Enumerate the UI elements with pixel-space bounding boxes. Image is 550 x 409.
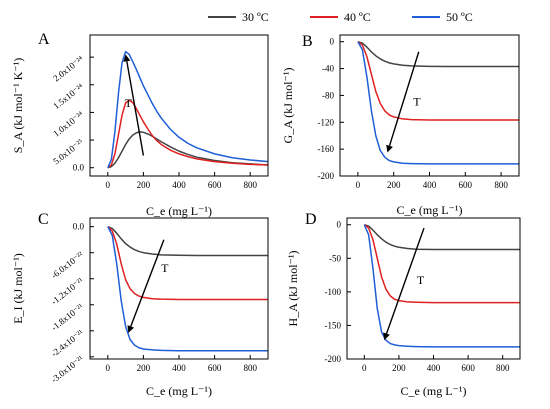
panel-a: A0 200 400 600 8000.05.0x10⁻²⁵1.0x10⁻²⁴1.5x1…	[11, 31, 269, 218]
x-tick-label: 400	[427, 363, 441, 373]
y-tick-label: 1.0x10⁻²⁴	[51, 109, 85, 139]
series-line-30c	[364, 223, 520, 251]
panel-letter: A	[38, 31, 50, 48]
x-tick-label: 400	[423, 180, 437, 190]
y-axis-label: G_A (kJ mol⁻¹)	[281, 68, 295, 144]
y-tick-label: -100	[325, 287, 342, 297]
panel-letter: D	[305, 211, 317, 228]
temperature-arrow	[385, 227, 425, 334]
series-line-50c	[363, 224, 520, 348]
x-axis-label: C_e (mg L⁻¹)	[397, 203, 463, 217]
temperature-arrow-head	[383, 332, 390, 341]
series-line-40c	[107, 226, 268, 301]
x-tick-label: 800	[496, 363, 510, 373]
temperature-label: T	[413, 95, 421, 109]
series-group	[357, 40, 519, 165]
temperature-arrow	[130, 239, 165, 327]
legend-entry: 50 ºC	[412, 10, 473, 24]
legend-entry: 40 ºC	[310, 10, 371, 24]
x-tick-label: 0	[106, 180, 111, 190]
y-tick-label: -50	[329, 253, 341, 263]
x-tick-label: 600	[459, 180, 473, 190]
x-tick-label: 600	[208, 363, 222, 373]
y-tick-label: -6.0x10⁻²²	[49, 249, 85, 280]
temperature-arrow-head	[386, 144, 393, 153]
panel-c: C0 200 400 600 8000.0-6.0x10⁻²²-1.2x10⁻²¹-1.…	[11, 211, 269, 398]
panel-letter: C	[38, 211, 49, 228]
y-tick-label: -200	[318, 171, 335, 181]
y-tick-label: -200	[325, 354, 342, 364]
temperature-arrow	[388, 51, 420, 147]
legend: 30 ºC 40 ºC 50 ºC	[208, 10, 473, 24]
y-axis-label: S_A (kJ mol⁻¹ K⁻¹)	[11, 58, 25, 154]
legend-entry: 30 ºC	[208, 10, 269, 24]
series-line-40c	[107, 99, 268, 169]
y-axis-label: H_A (kJ mol⁻¹)	[286, 251, 300, 327]
x-tick-label: 600	[208, 180, 222, 190]
x-tick-label: 600	[461, 363, 475, 373]
y-tick-label: 1.5x10⁻²⁴	[51, 81, 85, 111]
x-tick-label: 200	[137, 363, 151, 373]
temperature-arrow	[126, 61, 145, 156]
y-tick-label: 0	[337, 220, 342, 230]
x-axis-label: C_e (mg L⁻¹)	[146, 384, 212, 398]
x-tick-label: 200	[137, 180, 151, 190]
series-line-40c	[357, 41, 519, 121]
x-tick-label: 800	[494, 180, 508, 190]
y-tick-label: -160	[318, 144, 335, 154]
series-line-30c	[107, 225, 268, 257]
temperature-arrow-head	[123, 54, 131, 62]
panel-d: D 0 200 400 600 800 0 -50 -100 -150 -200 C_e (mg L⁻…	[286, 211, 521, 398]
x-axis-label: C_e (mg L⁻¹)	[401, 384, 467, 398]
panel-b: B 0 200 400 600 800 0 -40 -80 -120 -160 -200 C_e (mg…	[281, 33, 520, 217]
x-tick-label: 400	[172, 180, 186, 190]
x-tick-label: 200	[392, 363, 406, 373]
series-line-30c	[357, 40, 519, 68]
chart-panels: A0 200 400 600 8000.05.0x10⁻²⁵1.0x10⁻²⁴1.5x1…	[11, 31, 521, 398]
y-tick-label: -150	[325, 320, 342, 330]
y-tick-label: 0.0	[73, 222, 85, 232]
series-line-50c	[107, 226, 268, 352]
temperature-label: T	[161, 261, 169, 275]
temperature-label: T	[417, 273, 425, 287]
x-tick-label: 200	[387, 180, 401, 190]
legend-label: 50 ºC	[446, 10, 473, 24]
series-line-40c	[363, 224, 520, 304]
series-line-50c	[107, 50, 268, 169]
temperature-arrow-head	[127, 325, 135, 333]
y-tick-label: -120	[318, 117, 335, 127]
y-tick-label: 0	[330, 37, 335, 47]
y-tick-label: -40	[322, 64, 334, 74]
plot-frame	[89, 217, 269, 360]
x-tick-label: 800	[243, 363, 257, 373]
y-tick-label: 0.0	[73, 163, 85, 173]
x-tick-label: 0	[106, 363, 111, 373]
x-tick-label: 800	[243, 180, 257, 190]
x-axis-label: C_e (mg L⁻¹)	[146, 204, 212, 218]
series-group	[107, 225, 268, 352]
legend-label: 40 ºC	[344, 10, 371, 24]
y-tick-label: 2.0x10⁻²⁴	[51, 54, 85, 84]
y-axis-label: E_I (kJ mol⁻¹)	[11, 253, 25, 324]
y-tick-label: -80	[322, 90, 334, 100]
x-tick-label: 0	[356, 180, 361, 190]
x-tick-label: 0	[362, 363, 367, 373]
temperature-label: T	[125, 96, 133, 110]
series-line-50c	[357, 41, 519, 165]
series-group	[107, 50, 268, 169]
series-line-30c	[107, 131, 268, 169]
panel-letter: B	[302, 33, 313, 50]
x-tick-label: 400	[172, 363, 186, 373]
legend-label: 30 ºC	[242, 10, 269, 24]
